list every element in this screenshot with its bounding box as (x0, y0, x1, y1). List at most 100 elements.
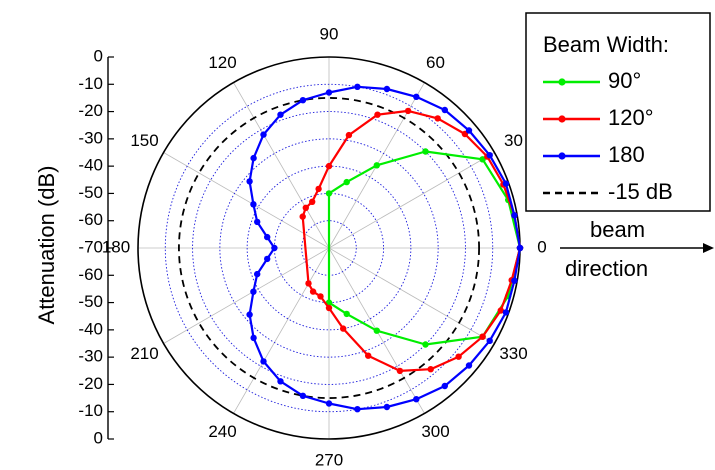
series-1-point-8 (345, 131, 353, 139)
reference-circle (178, 97, 480, 399)
series-2-point-33 (486, 337, 493, 344)
grid-circle (192, 111, 466, 385)
series-2-point-26 (299, 392, 307, 399)
legend-items: 90° 120° 180 -15 dB (543, 68, 673, 204)
spoke-150 (163, 152, 330, 249)
series-1-point-12 (302, 204, 309, 211)
series-2-point-17 (264, 233, 271, 241)
radial-tick-label: -40 (78, 156, 103, 175)
angle-label-90: 90 (320, 24, 339, 43)
angular-tick-labels: 0 30 60 90 120 150 180 210 240 270 300 330 (102, 24, 547, 469)
series-1-point-5 (434, 115, 441, 122)
series-2-point-20 (254, 270, 261, 278)
series-2-point-29 (383, 403, 391, 411)
series-2-point-27 (325, 400, 333, 407)
radial-tick-label: 0 (94, 46, 103, 65)
series-2-point-28 (354, 406, 361, 413)
series-0-point-2 (479, 156, 486, 163)
angle-label-60: 60 (426, 53, 445, 72)
radial-tick-label: -20 (78, 101, 103, 120)
series-1-point-9 (325, 162, 333, 170)
angle-label-210: 210 (130, 344, 158, 363)
series-line-1 (301, 109, 522, 372)
series-2-point-36 (516, 244, 524, 252)
series-1-point-17 (325, 304, 333, 312)
series-group (246, 83, 524, 413)
series-0-point-9 (373, 327, 380, 334)
angle-label-150: 150 (130, 131, 158, 150)
series-2-point-1 (511, 212, 518, 219)
spoke-240 (233, 247, 330, 414)
series-2-point-16 (254, 218, 261, 226)
annotation-beam: beam (590, 217, 645, 242)
series-0-point-10 (422, 341, 429, 348)
series-2-point-32 (465, 362, 473, 369)
spoke-120 (233, 82, 330, 249)
spoke-30 (328, 152, 495, 249)
series-2-point-23 (250, 334, 257, 342)
angle-label-0: 0 (537, 237, 546, 256)
spoke-330 (328, 247, 495, 344)
series-1-point-20 (396, 367, 404, 375)
legend-marker-2 (558, 152, 566, 160)
series-2-point-2 (502, 180, 510, 187)
legend-marker-1 (558, 115, 566, 123)
angle-label-270: 270 (315, 450, 343, 469)
series-2-point-31 (441, 382, 448, 390)
series-1-point-15 (309, 288, 317, 295)
legend-label-3: -15 dB (608, 179, 673, 204)
legend-title: Beam Width: (543, 32, 669, 57)
series-1-point-19 (365, 352, 372, 359)
radial-tick-label: -60 (78, 265, 103, 284)
series-1-point-24 (497, 307, 504, 314)
radial-tick-label: -50 (78, 183, 103, 202)
series-1-point-6 (404, 107, 412, 115)
series-1-point-21 (427, 366, 434, 373)
series-2-point-11 (277, 111, 284, 118)
series-2-point-8 (354, 83, 361, 91)
angle-label-330: 330 (499, 344, 527, 363)
series-0-point-6 (325, 190, 333, 197)
series-2-point-4 (465, 127, 473, 134)
series-2-point-15 (250, 201, 257, 208)
series-2-point-25 (277, 378, 284, 385)
grid-circle (164, 83, 494, 413)
beam-direction-arrow-head (703, 243, 714, 253)
series-1-point-16 (317, 293, 324, 300)
series-1-point-11 (309, 198, 316, 205)
legend-marker-0 (558, 78, 566, 86)
legend-box (525, 12, 711, 212)
series-2-point-7 (383, 85, 391, 93)
angle-label-30: 30 (504, 131, 523, 150)
radial-tick-label: -70 (78, 237, 103, 256)
series-1-point-14 (305, 280, 312, 287)
series-2-point-35 (511, 277, 518, 284)
y-axis-label: Attenuation (dB) (34, 166, 59, 325)
series-2-point-19 (264, 255, 271, 263)
radial-tick-label: -30 (78, 128, 103, 147)
grid-circle (219, 138, 439, 358)
reference-circle-group (178, 97, 480, 399)
series-1-point-7 (374, 111, 381, 118)
beam-direction-annotation: beam direction (560, 217, 714, 281)
series-1-point-10 (315, 185, 322, 193)
legend-label-0: 90° (608, 68, 641, 93)
legend-label-2: 180 (608, 142, 645, 167)
series-2-point-22 (246, 311, 253, 318)
series-2-point-3 (486, 152, 493, 159)
series-2-point-30 (413, 396, 420, 403)
radial-axis: 0 -10 -20 -30 -40 -50 -60 -70 -60 -50 -40 -30 -20 -10… (78, 46, 114, 447)
radial-tick-label: -40 (78, 319, 103, 338)
series-2-point-34 (502, 309, 510, 316)
series-1-point-18 (340, 325, 347, 332)
series-1-point-22 (455, 353, 462, 360)
series-0-point-5 (343, 178, 350, 186)
spoke-210 (163, 247, 330, 344)
series-2-point-14 (246, 178, 253, 185)
angle-label-300: 300 (421, 422, 449, 441)
series-2-point-5 (441, 106, 448, 114)
series-1-point-13 (299, 213, 306, 220)
series-2-point-24 (260, 358, 267, 365)
series-2-point-18 (271, 244, 278, 252)
